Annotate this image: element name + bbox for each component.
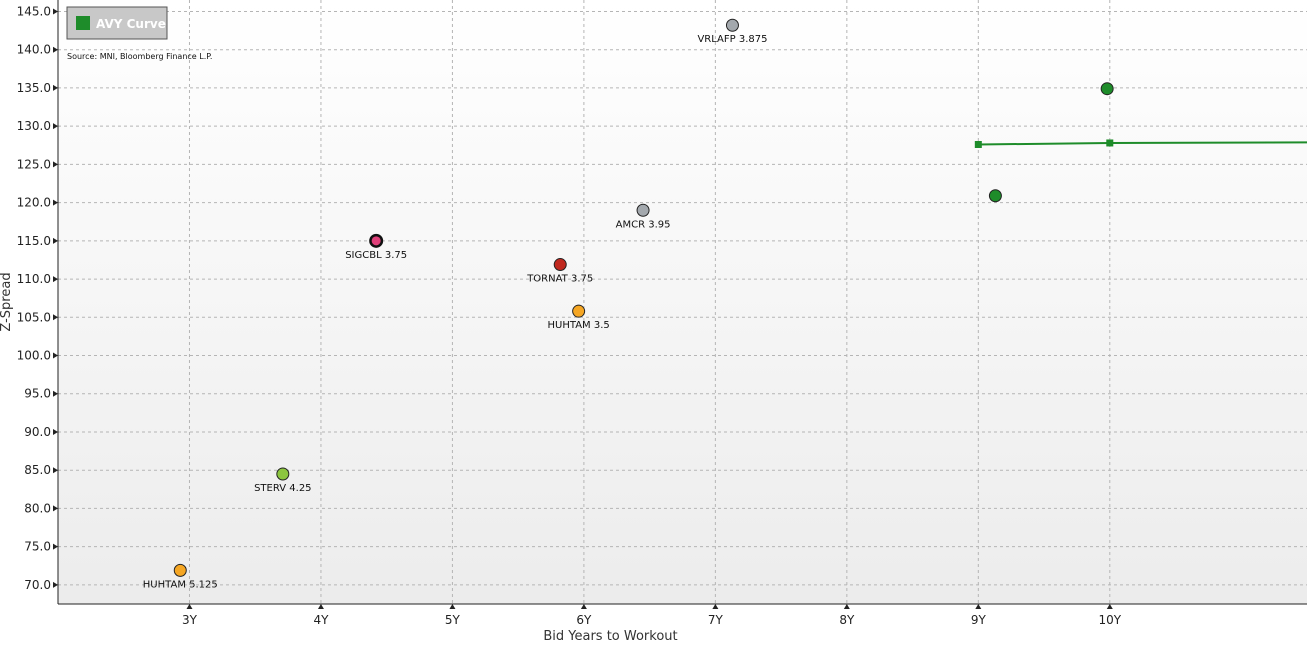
y-tick-mark (53, 161, 58, 168)
legend-swatch-avy-curve (76, 16, 90, 30)
y-tick-label: 115.0 (17, 234, 51, 248)
y-tick-mark (53, 505, 58, 512)
bond-point[interactable] (572, 304, 586, 318)
y-tick-label: 80.0 (24, 501, 51, 515)
x-tick-label: 5Y (445, 613, 461, 627)
y-tick-label: 110.0 (17, 272, 51, 286)
y-tick-mark (53, 199, 58, 206)
y-tick-label: 105.0 (17, 310, 51, 324)
bond-points: VRLAFP 3.875 AMCR 3.95 SIGCBL 3.75 TORNAT 3… (143, 18, 1114, 590)
bond-point-label: AMCR 3.95 (616, 219, 671, 230)
y-tick-label: 95.0 (24, 387, 51, 401)
bond-point-label: HUHTAM 3.5 (548, 320, 610, 331)
y-tick-mark (53, 467, 58, 474)
legend[interactable]: AVY Curve (66, 6, 168, 40)
y-tick-label: 90.0 (24, 425, 51, 439)
x-tick-mark (712, 604, 719, 609)
y-tick-mark (53, 314, 58, 321)
plot-area (58, 0, 1307, 604)
bond-point-label: VRLAFP 3.875 (697, 34, 767, 45)
y-tick-label: 145.0 (17, 4, 51, 18)
x-tick-label: 8Y (839, 613, 855, 627)
bond-point[interactable] (725, 18, 739, 32)
y-tick-label: 125.0 (17, 157, 51, 171)
y-tick-label: 120.0 (17, 196, 51, 210)
y-axis-title: Z-Spread (0, 272, 14, 331)
x-tick-label: 7Y (708, 613, 724, 627)
x-tick-mark (186, 604, 193, 609)
axes: 70.0 75.0 80.0 85.0 90.0 95.0 100.0 105.0 110.0 1… (17, 0, 1307, 627)
avy-curve-marker (974, 141, 982, 149)
y-tick-mark (53, 8, 58, 15)
bond-point[interactable] (1100, 82, 1114, 96)
x-tick-label: 3Y (182, 613, 198, 627)
y-tick-mark (53, 581, 58, 588)
y-tick-mark (53, 123, 58, 130)
bond-point-label: TORNAT 3.75 (526, 274, 593, 285)
x-tick-label: 9Y (971, 613, 987, 627)
bond-point-label: STERV 4.25 (254, 483, 311, 494)
x-tick-mark (975, 604, 982, 609)
y-tick-label: 75.0 (24, 540, 51, 554)
bond-point[interactable] (553, 258, 567, 272)
y-tick-mark (53, 84, 58, 91)
bond-point-label: SIGCBL 3.75 (345, 250, 407, 261)
bond-point[interactable] (636, 203, 650, 217)
y-tick-mark (53, 276, 58, 283)
bond-point[interactable] (173, 563, 187, 577)
x-tick-mark (843, 604, 850, 609)
bond-point-label: HUHTAM 5.125 (143, 579, 218, 590)
bond-point[interactable] (276, 467, 290, 481)
y-tick-mark (53, 46, 58, 53)
source-note: Source: MNI, Bloomberg Finance L.P. (67, 52, 212, 61)
y-tick-label: 70.0 (24, 578, 51, 592)
avy-curve-series (974, 139, 1307, 149)
y-tick-mark (53, 428, 58, 435)
bond-point[interactable] (988, 189, 1002, 203)
bond-point[interactable] (371, 236, 381, 246)
x-tick-mark (580, 604, 587, 609)
x-tick-label: 6Y (576, 613, 592, 627)
x-tick-mark (449, 604, 456, 609)
y-tick-label: 100.0 (17, 349, 51, 363)
y-tick-mark (53, 543, 58, 550)
x-tick-mark (1106, 604, 1113, 609)
x-axis-title: Bid Years to Workout (543, 629, 677, 642)
y-tick-mark (53, 237, 58, 244)
legend-label-avy-curve: AVY Curve (96, 17, 166, 31)
grid-lines (58, 0, 1307, 604)
y-tick-mark (53, 352, 58, 359)
x-tick-mark (317, 604, 324, 609)
y-tick-label: 130.0 (17, 119, 51, 133)
x-tick-label: 4Y (313, 613, 329, 627)
y-tick-mark (53, 390, 58, 397)
x-tick-label: 10Y (1098, 613, 1121, 627)
y-tick-label: 135.0 (17, 81, 51, 95)
y-tick-label: 140.0 (17, 43, 51, 57)
avy-curve-marker (1106, 139, 1114, 147)
y-tick-label: 85.0 (24, 463, 51, 477)
